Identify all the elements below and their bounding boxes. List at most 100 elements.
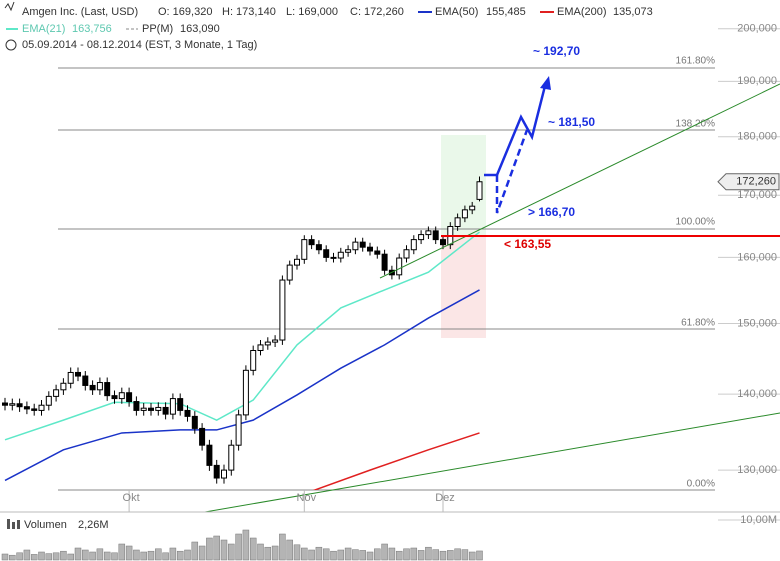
candle-body bbox=[352, 241, 359, 251]
target-label: ~ 192,70 bbox=[533, 44, 580, 58]
volume-value: 2,26M bbox=[78, 519, 109, 531]
candle-body bbox=[206, 444, 213, 466]
target-label: > 166,70 bbox=[528, 205, 575, 219]
y-tick-label: 160,000 bbox=[737, 251, 777, 263]
y-tick-label: 140,000 bbox=[737, 388, 777, 400]
candle-body bbox=[53, 389, 60, 397]
candle-body bbox=[301, 239, 308, 260]
volume-bar bbox=[228, 543, 235, 561]
candle-body bbox=[111, 395, 118, 400]
candle-body bbox=[235, 414, 242, 446]
volume-tick-label: 10,00M bbox=[740, 514, 777, 526]
volume-bar bbox=[147, 550, 155, 561]
candle-body bbox=[31, 408, 38, 411]
volume-title: Volumen bbox=[24, 519, 67, 531]
candle-body bbox=[213, 464, 220, 479]
open-label: O: 169,320 bbox=[158, 6, 212, 18]
candle-body bbox=[330, 256, 337, 259]
y-tick-label: 150,000 bbox=[737, 317, 777, 329]
candle-body bbox=[250, 349, 257, 371]
y-tick-label: 170,000 bbox=[737, 189, 777, 201]
volume-bar bbox=[30, 554, 38, 561]
candle-body bbox=[440, 239, 446, 246]
fib-label: 161.80% bbox=[676, 56, 716, 67]
volume-bar bbox=[410, 547, 418, 561]
trend-line bbox=[379, 83, 780, 279]
fib-label: 0.00% bbox=[687, 479, 715, 490]
clock-icon bbox=[5, 39, 17, 51]
volume-bar bbox=[403, 548, 410, 561]
candle-body bbox=[337, 251, 344, 259]
candle-body bbox=[126, 392, 133, 403]
volume-bar bbox=[425, 546, 432, 561]
candle-body bbox=[140, 407, 147, 411]
ema-line bbox=[4, 231, 480, 441]
y-tick-label: 190,000 bbox=[737, 75, 777, 87]
volume-bar bbox=[264, 546, 272, 561]
volume-bar bbox=[337, 549, 345, 561]
volume-bar bbox=[242, 529, 250, 561]
volume-bar bbox=[16, 552, 23, 561]
projection-dashed bbox=[495, 129, 529, 214]
fib-label: 100.00% bbox=[676, 217, 716, 228]
volume-bar bbox=[461, 549, 469, 561]
x-tick-label: Nov bbox=[297, 492, 317, 504]
candle-body bbox=[454, 217, 461, 227]
candle-body bbox=[469, 205, 476, 211]
ema-line bbox=[312, 432, 480, 490]
volume-bar bbox=[344, 547, 352, 561]
trend-line bbox=[204, 412, 780, 513]
legend-value: 163,090 bbox=[180, 23, 220, 35]
volume-bar bbox=[271, 545, 279, 561]
volume-bar bbox=[206, 537, 213, 561]
candle-body bbox=[16, 403, 23, 408]
candle-body bbox=[476, 181, 483, 200]
candle-body bbox=[315, 244, 322, 251]
candle-body bbox=[381, 253, 388, 271]
volume-bar bbox=[330, 550, 337, 561]
volume-bar bbox=[89, 551, 96, 561]
candle-body bbox=[9, 403, 16, 406]
candle-body bbox=[359, 241, 366, 248]
candle-body bbox=[345, 249, 352, 253]
volume-bar bbox=[176, 550, 184, 561]
volume-bar bbox=[169, 547, 177, 561]
candle-body bbox=[367, 246, 373, 252]
volume-bar bbox=[322, 548, 330, 561]
volume-bar bbox=[9, 554, 16, 561]
volume-bar bbox=[52, 552, 60, 561]
volume-bar bbox=[220, 539, 228, 561]
candle-body bbox=[374, 250, 381, 255]
volume-icon bbox=[17, 520, 20, 529]
volume-bar bbox=[162, 552, 169, 561]
y-tick-label: 180,000 bbox=[737, 131, 777, 143]
volume-bar bbox=[1, 553, 9, 561]
volume-bar bbox=[140, 551, 147, 561]
volume-bar bbox=[447, 550, 454, 561]
fib-label: 138.20% bbox=[676, 119, 716, 130]
candle-body bbox=[23, 406, 30, 410]
fib-label: 61.80% bbox=[681, 318, 715, 329]
volume-bar bbox=[301, 547, 308, 561]
ema-line bbox=[4, 289, 480, 482]
x-tick-label: Okt bbox=[123, 492, 140, 504]
legend-entry: EMA(50) bbox=[435, 6, 478, 18]
candle-body bbox=[45, 395, 52, 406]
candle-body bbox=[177, 398, 184, 411]
legend-entry: EMA(200) bbox=[557, 6, 607, 18]
volume-bar bbox=[315, 546, 323, 561]
candle-body bbox=[89, 384, 96, 391]
stop-zone bbox=[441, 236, 486, 338]
volume-icon bbox=[12, 522, 15, 529]
volume-bar bbox=[184, 549, 191, 561]
volume-bar bbox=[82, 549, 89, 561]
volume-bar bbox=[374, 548, 381, 561]
y-tick-label: 200,000 bbox=[737, 23, 777, 35]
volume-icon bbox=[7, 519, 10, 529]
volume-bar bbox=[468, 551, 476, 561]
candle-body bbox=[257, 344, 264, 351]
stop-label: < 163,55 bbox=[504, 237, 551, 251]
volume-bar bbox=[118, 543, 126, 561]
candle-body bbox=[221, 469, 227, 479]
